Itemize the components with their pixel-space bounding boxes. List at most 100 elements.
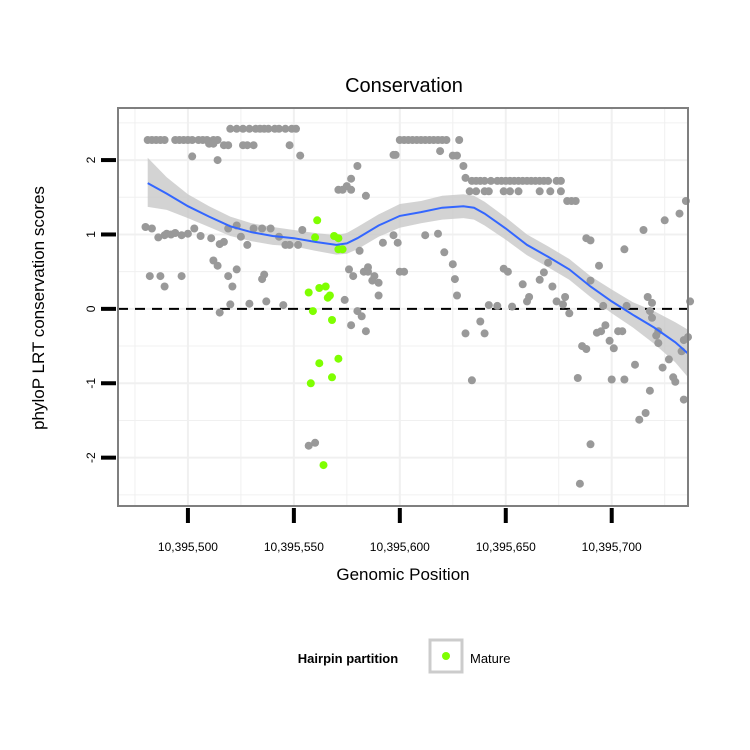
mature-point: [325, 291, 334, 300]
conservation-point: [595, 261, 603, 270]
conservation-point: [635, 415, 644, 424]
conservation-point: [467, 376, 476, 385]
conservation-point: [171, 229, 180, 237]
conservation-point: [147, 224, 156, 233]
conservation-point: [573, 374, 582, 382]
conservation-point: [671, 377, 680, 386]
conservation-point: [620, 245, 629, 254]
conservation-point: [294, 240, 303, 249]
conservation-point: [347, 174, 356, 183]
x-tick-label: 10,395,500: [158, 540, 218, 554]
conservation-point: [266, 224, 275, 233]
conservation-point: [338, 185, 347, 194]
conservation-point: [499, 187, 508, 196]
conservation-point: [262, 297, 271, 306]
conservation-point: [224, 141, 233, 150]
conservation-point: [571, 197, 580, 205]
conservation-point: [453, 151, 461, 160]
conservation-point: [279, 301, 288, 310]
conservation-point: [645, 307, 654, 316]
legend-label-mature: Mature: [470, 651, 510, 666]
conservation-point: [239, 124, 247, 133]
conservation-point: [641, 409, 650, 417]
conservation-point: [582, 345, 591, 353]
y-axis-title: phyloP LRT conservation scores: [29, 186, 48, 430]
chart-title: Conservation: [345, 75, 463, 97]
conservation-point: [347, 185, 356, 194]
conservation-point: [459, 162, 468, 170]
conservation-point: [453, 291, 461, 300]
conservation-point: [292, 124, 300, 133]
conservation-point: [618, 327, 627, 336]
conservation-point: [215, 308, 224, 317]
y-tick-label: 1: [84, 231, 98, 238]
conservation-point: [298, 226, 307, 234]
conservation-point: [389, 150, 398, 159]
conservation-point: [548, 282, 557, 291]
conservation-point: [421, 231, 430, 240]
conservation-point: [544, 176, 553, 185]
conservation-point: [599, 301, 608, 310]
conservation-point: [304, 441, 313, 450]
conservation-point: [597, 327, 606, 336]
conservation-point: [345, 265, 353, 274]
conservation-point: [643, 293, 652, 301]
conservation-point: [648, 298, 656, 307]
mature-point: [315, 284, 324, 292]
legend: Hairpin partition Mature: [298, 638, 510, 674]
conservation-point: [258, 275, 267, 284]
conservation-point: [525, 293, 534, 301]
conservation-point: [355, 246, 364, 255]
conservation-point: [486, 176, 495, 185]
conservation-point: [145, 272, 154, 281]
conservation-point: [249, 141, 258, 150]
conservation-point: [675, 209, 684, 218]
conservation-point: [374, 278, 383, 287]
conservation-point: [559, 300, 567, 309]
legend-key-box: [428, 638, 464, 674]
mature-point: [334, 234, 343, 243]
conservation-point: [605, 336, 614, 345]
mature-point: [338, 245, 347, 254]
conservation-point: [209, 139, 218, 148]
mature-point: [328, 316, 336, 324]
conservation-point: [480, 329, 489, 338]
conservation-point: [361, 191, 370, 200]
conservation-point: [275, 124, 283, 133]
conservation-point: [228, 282, 237, 291]
plot-panel: [118, 108, 688, 506]
conservation-point: [296, 151, 305, 160]
conservation-point: [472, 187, 481, 196]
conservation-point: [281, 124, 290, 133]
conservation-point: [476, 317, 485, 326]
conservation-point: [660, 216, 669, 225]
conservation-point: [232, 124, 241, 133]
conservation-point: [236, 232, 245, 241]
conservation-point: [188, 152, 197, 161]
conservation-point: [340, 295, 349, 304]
conservation-point: [448, 260, 457, 269]
conservation-point: [213, 156, 222, 165]
mature-point: [304, 288, 313, 297]
y-tick-label: -1: [84, 378, 98, 389]
conservation-point: [349, 272, 358, 281]
conservation-point: [620, 375, 629, 384]
smooth-line-group: [147, 182, 689, 355]
conservation-point: [645, 386, 654, 395]
conservation-point: [361, 327, 370, 336]
x-axis-title: Genomic Position: [336, 565, 469, 584]
conservation-point: [177, 231, 186, 240]
conservation-point: [190, 224, 199, 233]
y-axis: -2 -1 0 1 2: [84, 156, 116, 463]
mature-point: [334, 354, 343, 363]
conservation-point: [311, 438, 320, 447]
conservation-point: [245, 124, 254, 133]
conservation-point: [232, 265, 241, 274]
conservation-point: [622, 301, 631, 310]
data-points: [141, 124, 695, 488]
conservation-point: [586, 236, 595, 245]
conservation-point: [353, 162, 362, 170]
conservation-point: [539, 268, 548, 277]
conservation-point: [436, 147, 445, 156]
